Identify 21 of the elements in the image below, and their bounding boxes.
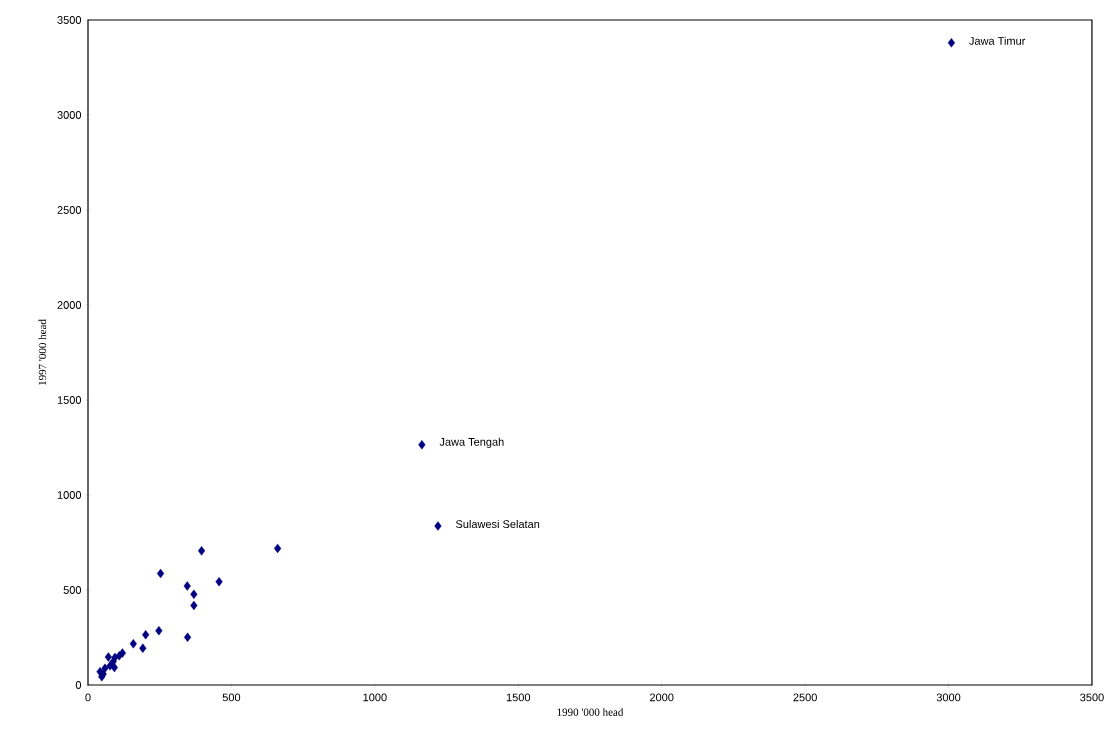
- x-tick-label: 1500: [506, 693, 531, 702]
- y-tick-label: 1000: [57, 491, 82, 499]
- annotation: Sulawesi Selatan: [455, 519, 540, 529]
- x-tick-label: 2500: [793, 693, 817, 702]
- annotation: Jawa Timur: [969, 36, 1026, 45]
- x-tick-label: 3000: [936, 693, 961, 702]
- x-tick-label: 0: [85, 693, 91, 702]
- x-tick-label: 2000: [650, 693, 674, 702]
- y-tick-label: 0: [75, 681, 82, 689]
- y-tick-label: 2500: [57, 206, 82, 214]
- x-tick-label: 1000: [363, 693, 387, 702]
- y-tick-label: 500: [63, 586, 82, 594]
- y-tick-label: 3000: [57, 111, 82, 119]
- y-tick-label: 1500: [57, 396, 82, 404]
- annotation: Jawa Tengah: [439, 437, 504, 448]
- x-tick-label: 3500: [1080, 693, 1104, 702]
- x-axis-title: 1990 '000 head: [557, 708, 624, 716]
- x-tick-label: 500: [222, 693, 241, 702]
- y-axis-title: 1997 '000 head: [38, 319, 47, 385]
- y-tick-label: 3500: [57, 16, 82, 24]
- y-tick-label: 2000: [57, 301, 82, 309]
